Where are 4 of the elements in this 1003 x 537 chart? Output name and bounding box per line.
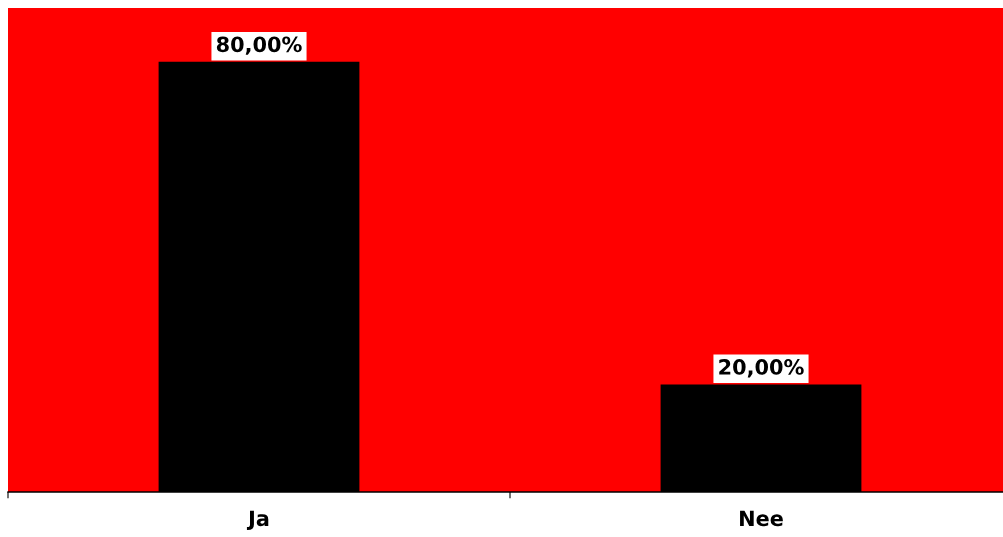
x-tick-label: Ja bbox=[246, 510, 269, 531]
data-label: 80,00% bbox=[216, 36, 302, 55]
data-label: 20,00% bbox=[719, 359, 804, 378]
x-tick-label: Nee bbox=[740, 510, 783, 527]
